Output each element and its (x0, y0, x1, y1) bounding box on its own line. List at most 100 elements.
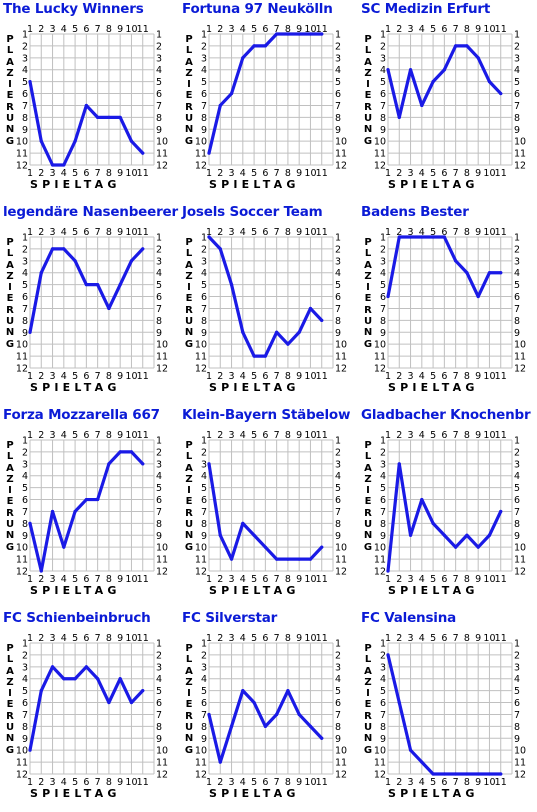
y-tick-label-right: 1 (335, 639, 341, 650)
x-tick-label-top: 4 (419, 430, 425, 441)
x-tick-label-bottom: 9 (475, 574, 481, 585)
y-tick-label-right: 2 (335, 650, 341, 661)
y-tick-label-left: 8 (380, 316, 386, 327)
y-tick-label-right: 12 (335, 770, 347, 781)
data-point (275, 330, 279, 334)
x-tick-label-top: 2 (38, 227, 44, 238)
x-tick-label-top: 10 (304, 227, 316, 238)
y-tick-label-left: 2 (201, 447, 207, 458)
chart-panel: 1 1 2 2 3 3 4 4 5 5 6 6 7 7 8 8 9 9 10 10 11 11 12 12 1 1 2 2 3 3 4 4 5 5… (0, 0, 179, 203)
x-tick-label-bottom: 11 (316, 168, 328, 179)
y-tick-label-right: 2 (335, 244, 341, 255)
y-tick-label-left: 1 (201, 233, 207, 244)
data-point (118, 677, 122, 681)
data-point (286, 689, 290, 693)
y-tick-label-left: 5 (380, 77, 386, 88)
data-point (297, 330, 301, 334)
chart-panel: 1 1 2 2 3 3 4 4 5 5 6 6 7 7 8 8 9 9 10 10 11 11 12 12 1 1 2 2 3 3 4 4 5 5… (358, 609, 537, 812)
x-tick-label-bottom: 5 (72, 371, 78, 382)
x-tick-label-top: 6 (83, 227, 89, 238)
x-tick-label-bottom: 9 (296, 777, 302, 788)
y-tick-label-left: 11 (374, 149, 386, 160)
x-tick-label-bottom: 2 (38, 574, 44, 585)
y-tick-label-left: 2 (380, 41, 386, 52)
y-tick-label-left: 12 (374, 364, 386, 375)
data-point (397, 115, 401, 119)
data-point (229, 557, 234, 561)
x-tick-label-bottom: 3 (229, 777, 235, 788)
x-tick-label-top: 3 (408, 24, 414, 35)
data-point (84, 497, 88, 502)
y-tick-label-left: 10 (16, 137, 28, 148)
x-tick-label-top: 8 (106, 24, 112, 35)
y-tick-label-right: 7 (156, 710, 162, 721)
y-tick-label-right: 8 (335, 722, 341, 733)
y-tick-label-right: 9 (514, 328, 520, 339)
data-point (420, 760, 424, 764)
x-tick-label-bottom: 3 (229, 168, 235, 179)
y-tick-label-left: 2 (22, 650, 28, 661)
x-tick-label-top: 2 (217, 227, 223, 238)
data-point (442, 235, 446, 239)
x-tick-label-bottom: 10 (483, 168, 495, 179)
y-tick-label-left: 10 (195, 746, 207, 757)
y-tick-label-left: 6 (22, 495, 28, 506)
x-axis-label: SPIELTAG (30, 787, 121, 800)
y-tick-label-right: 9 (156, 125, 162, 136)
x-tick-label-bottom: 4 (61, 371, 67, 382)
y-tick-label-left: 3 (380, 459, 386, 470)
x-tick-label-bottom: 10 (125, 168, 137, 179)
data-point (465, 271, 469, 275)
x-tick-label-top: 5 (251, 430, 257, 441)
y-tick-label-right: 1 (156, 639, 162, 650)
y-tick-label-left: 12 (374, 770, 386, 781)
y-tick-label-right: 8 (156, 519, 162, 530)
x-tick-label-top: 1 (385, 430, 391, 441)
x-tick-label-bottom: 9 (296, 168, 302, 179)
data-point (28, 748, 32, 752)
y-axis-label: PLAZIERUNG (5, 237, 15, 350)
data-point (465, 44, 469, 48)
y-tick-label-right: 12 (335, 567, 347, 578)
y-tick-label-left: 1 (22, 436, 28, 447)
data-point (107, 115, 111, 119)
x-tick-label-bottom: 8 (106, 168, 112, 179)
data-point (84, 283, 88, 287)
x-tick-label-top: 7 (453, 227, 459, 238)
y-tick-label-right: 5 (156, 686, 162, 697)
x-tick-label-bottom: 7 (453, 777, 459, 788)
x-tick-label-top: 5 (72, 430, 78, 441)
x-tick-label-top: 2 (217, 24, 223, 35)
x-tick-label-top: 9 (117, 227, 123, 238)
chart-title: SC Medizin Erfurt (361, 1, 491, 17)
data-point (320, 736, 324, 740)
x-tick-label-top: 9 (475, 227, 481, 238)
x-tick-label-top: 5 (430, 430, 436, 441)
y-tick-label-right: 7 (335, 507, 341, 518)
x-tick-label-top: 2 (38, 430, 44, 441)
y-tick-label-right: 2 (335, 447, 341, 458)
y-tick-label-right: 11 (335, 352, 347, 363)
x-tick-label-top: 1 (27, 633, 33, 644)
x-tick-label-bottom: 6 (83, 371, 89, 382)
y-tick-label-left: 1 (380, 639, 386, 650)
x-tick-label-top: 9 (296, 633, 302, 644)
y-tick-label-left: 9 (22, 531, 28, 542)
y-tick-label-left: 12 (16, 770, 28, 781)
y-tick-label-left: 9 (380, 125, 386, 136)
x-tick-label-top: 8 (106, 227, 112, 238)
data-point (218, 533, 222, 537)
x-tick-label-top: 9 (117, 24, 123, 35)
x-tick-label-top: 6 (262, 633, 268, 644)
y-tick-label-left: 5 (22, 280, 28, 291)
y-tick-label-right: 11 (335, 149, 347, 160)
data-point (107, 462, 111, 466)
x-tick-label-bottom: 7 (274, 168, 280, 179)
y-tick-label-left: 9 (201, 125, 207, 136)
x-tick-label-top: 9 (296, 24, 302, 35)
x-tick-label-bottom: 2 (217, 574, 223, 585)
y-tick-label-right: 11 (514, 758, 526, 769)
y-tick-label-right: 1 (514, 233, 520, 244)
